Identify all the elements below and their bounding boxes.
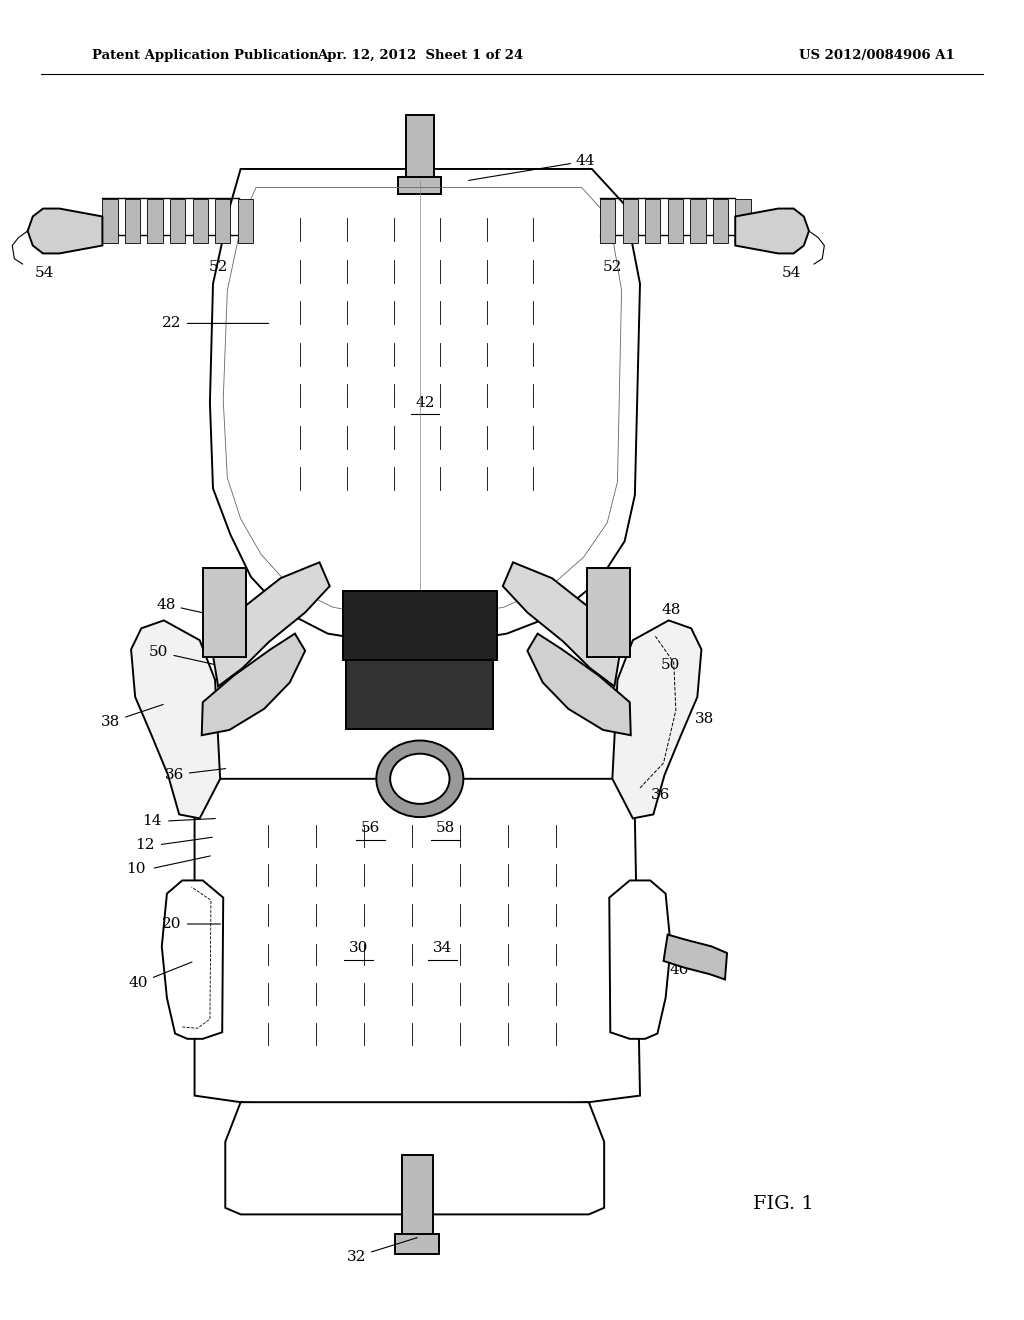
- Bar: [220, 904, 604, 925]
- Bar: [346, 660, 493, 729]
- Polygon shape: [735, 209, 809, 253]
- Text: 14: 14: [141, 814, 162, 828]
- Text: 36: 36: [651, 788, 670, 801]
- Bar: [395, 1234, 439, 1254]
- Text: 56: 56: [361, 821, 380, 834]
- Text: 42: 42: [415, 396, 435, 409]
- Text: US 2012/0084906 A1: US 2012/0084906 A1: [799, 49, 954, 62]
- Bar: [254, 343, 580, 366]
- Polygon shape: [503, 562, 621, 686]
- Bar: [254, 260, 580, 282]
- Text: 44: 44: [469, 154, 596, 181]
- Polygon shape: [527, 634, 631, 735]
- Text: Apr. 12, 2012  Sheet 1 of 24: Apr. 12, 2012 Sheet 1 of 24: [316, 49, 523, 62]
- Bar: [690, 199, 706, 243]
- Polygon shape: [212, 562, 330, 686]
- Text: 38: 38: [695, 713, 714, 726]
- Bar: [402, 1155, 433, 1241]
- Bar: [406, 115, 434, 191]
- Ellipse shape: [376, 741, 463, 817]
- Polygon shape: [210, 169, 640, 640]
- Bar: [600, 199, 615, 243]
- Bar: [254, 384, 580, 407]
- Bar: [343, 591, 497, 660]
- Bar: [220, 1023, 604, 1044]
- Text: Patent Application Publication: Patent Application Publication: [92, 49, 318, 62]
- Bar: [125, 199, 140, 243]
- Text: 48: 48: [157, 598, 222, 618]
- Text: 54: 54: [782, 267, 801, 280]
- Bar: [170, 199, 185, 243]
- Bar: [668, 199, 683, 243]
- Bar: [147, 199, 163, 243]
- Text: 50: 50: [662, 659, 680, 672]
- Polygon shape: [225, 1102, 604, 1214]
- Text: 48: 48: [662, 603, 680, 616]
- Bar: [203, 568, 246, 657]
- Text: 40: 40: [128, 962, 191, 990]
- Ellipse shape: [390, 754, 450, 804]
- Polygon shape: [131, 620, 220, 818]
- Text: 52: 52: [603, 260, 622, 273]
- Bar: [587, 568, 630, 657]
- Text: 58: 58: [436, 821, 455, 834]
- Text: 32: 32: [347, 1238, 417, 1263]
- Bar: [735, 199, 751, 243]
- Polygon shape: [28, 209, 102, 253]
- Bar: [254, 426, 580, 449]
- Bar: [215, 199, 230, 243]
- Text: 46: 46: [425, 611, 445, 624]
- Text: 40: 40: [669, 964, 689, 977]
- Text: 22: 22: [162, 317, 268, 330]
- Bar: [254, 467, 580, 490]
- Bar: [713, 199, 728, 243]
- Bar: [623, 199, 638, 243]
- Bar: [645, 199, 660, 243]
- Text: FIG. 1: FIG. 1: [753, 1195, 813, 1213]
- Bar: [220, 865, 604, 886]
- Text: 12: 12: [134, 838, 155, 851]
- Text: 38: 38: [101, 705, 163, 729]
- Text: 52: 52: [209, 260, 227, 273]
- Bar: [220, 983, 604, 1005]
- Text: 20: 20: [162, 917, 220, 931]
- Polygon shape: [195, 779, 640, 1109]
- Bar: [220, 944, 604, 965]
- Polygon shape: [202, 634, 305, 735]
- Bar: [238, 199, 253, 243]
- Bar: [102, 199, 118, 243]
- Polygon shape: [664, 935, 727, 979]
- Bar: [220, 825, 604, 846]
- Text: 30: 30: [349, 941, 368, 954]
- Bar: [193, 199, 208, 243]
- Text: 50: 50: [150, 645, 215, 665]
- Polygon shape: [162, 880, 223, 1039]
- Text: 10: 10: [126, 862, 146, 875]
- Text: 36: 36: [165, 768, 225, 781]
- Bar: [254, 301, 580, 325]
- Text: 34: 34: [433, 941, 452, 954]
- Bar: [398, 177, 441, 194]
- Bar: [254, 218, 580, 242]
- Polygon shape: [612, 620, 701, 818]
- Polygon shape: [609, 880, 671, 1039]
- Text: 54: 54: [35, 267, 53, 280]
